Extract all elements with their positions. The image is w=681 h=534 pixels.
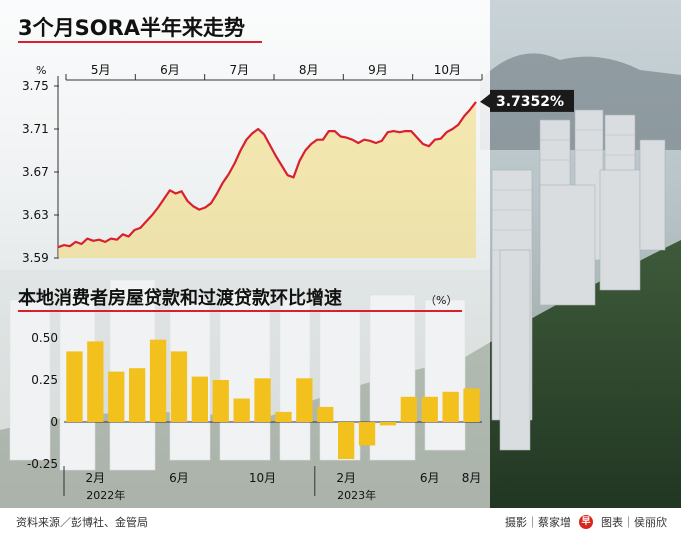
- loan-bar: [358, 422, 376, 446]
- loan-bar: [149, 339, 167, 422]
- loan-bar: [254, 378, 271, 422]
- sora-unit-label: %: [36, 64, 46, 77]
- loan-x-tick-label: 6月: [169, 471, 189, 485]
- sora-month-label: 9月: [368, 63, 388, 77]
- sora-y-tick-label: 3.75: [22, 79, 49, 93]
- loan-bar: [275, 411, 292, 422]
- loan-bar: [317, 406, 334, 422]
- loan-bar: [421, 396, 438, 422]
- callout-arrow: [480, 93, 490, 108]
- loan-unit-label: （%）: [425, 294, 457, 307]
- sora-y-axis: 3.75 3.71 3.67 3.63 3.59: [22, 76, 59, 265]
- sora-plot-area: [57, 101, 477, 259]
- loan-x-tick-label: 8月: [462, 471, 482, 485]
- loan-bar: [191, 376, 208, 422]
- loan-x-tick-label: 2月: [336, 471, 356, 485]
- credits: 摄影｜蔡家增 早 图表｜侯丽欣: [505, 514, 667, 530]
- sora-month-label: 7月: [230, 63, 250, 77]
- sora-month-label: 5月: [91, 63, 111, 77]
- loan-bar: [296, 378, 313, 422]
- loan-bar: [379, 422, 397, 426]
- loan-bar: [338, 422, 355, 459]
- loan-y-tick-label: 0: [50, 415, 58, 429]
- sora-latest-value: 3.7352%: [496, 94, 564, 110]
- loan-bar: [400, 396, 417, 422]
- loan-x-tick-label: 10月: [249, 471, 276, 485]
- loan-bar: [66, 351, 83, 422]
- sora-month-label: 10月: [434, 63, 461, 77]
- sora-line-chart: 3个月SORA半年来走势 % 5月 6月 7月 8月 9月 10月 3.75 3.71 3.6…: [18, 16, 574, 265]
- sora-y-tick-label: 3.63: [22, 208, 49, 222]
- zaobao-logo-icon: 早: [579, 515, 593, 529]
- loan-bar: [170, 351, 188, 422]
- loan-year-label: 2023年: [337, 488, 376, 502]
- loan-bar: [108, 371, 125, 422]
- loan-x-tick-label: 2月: [86, 471, 106, 485]
- loan-x-tick-label: 6月: [420, 471, 440, 485]
- graphic-credit: 图表｜侯丽欣: [601, 516, 667, 529]
- loan-bar: [212, 380, 229, 422]
- sora-chart-title: 3个月SORA半年来走势: [18, 16, 245, 40]
- loan-x-axis: 2月 6月 10月 2月 6月 8月 2022年 2023年: [63, 466, 482, 502]
- source-credit: 资料来源／彭博社、金管局: [16, 516, 148, 529]
- sora-month-label: 6月: [160, 63, 180, 77]
- loan-y-tick-label: 0.25: [31, 373, 58, 387]
- loan-bars: [66, 339, 480, 459]
- loan-bar: [129, 368, 146, 422]
- sora-latest-value-callout: 3.7352%: [480, 89, 574, 112]
- sora-month-label: 8月: [299, 63, 319, 77]
- loan-bar-chart: 本地消费者房屋贷款和过渡贷款环比增速 （%） 0.50 0.25 0 -0.25 2月…: [18, 287, 482, 502]
- photo-credit: 摄影｜蔡家增: [505, 516, 571, 529]
- sora-y-tick-label: 3.67: [22, 165, 49, 179]
- sora-y-tick-label: 3.59: [22, 251, 49, 265]
- loan-year-label: 2022年: [86, 488, 125, 502]
- loan-y-tick-label: -0.25: [27, 457, 58, 471]
- sora-y-tick-label: 3.71: [22, 122, 49, 136]
- loan-chart-title: 本地消费者房屋贷款和过渡贷款环比增速: [18, 287, 342, 309]
- sora-series-line: [57, 101, 477, 249]
- loan-bar: [463, 388, 480, 422]
- loan-bar: [233, 398, 250, 422]
- loan-bar: [87, 341, 104, 422]
- loan-y-tick-label: 0.50: [31, 331, 58, 345]
- sora-area-fill: [58, 101, 476, 259]
- footer: 资料来源／彭博社、金管局 摄影｜蔡家增 早 图表｜侯丽欣: [0, 508, 681, 534]
- loan-bar: [442, 391, 459, 422]
- callout-box: [490, 89, 574, 112]
- sora-month-axis: 5月 6月 7月 8月 9月 10月: [65, 63, 483, 81]
